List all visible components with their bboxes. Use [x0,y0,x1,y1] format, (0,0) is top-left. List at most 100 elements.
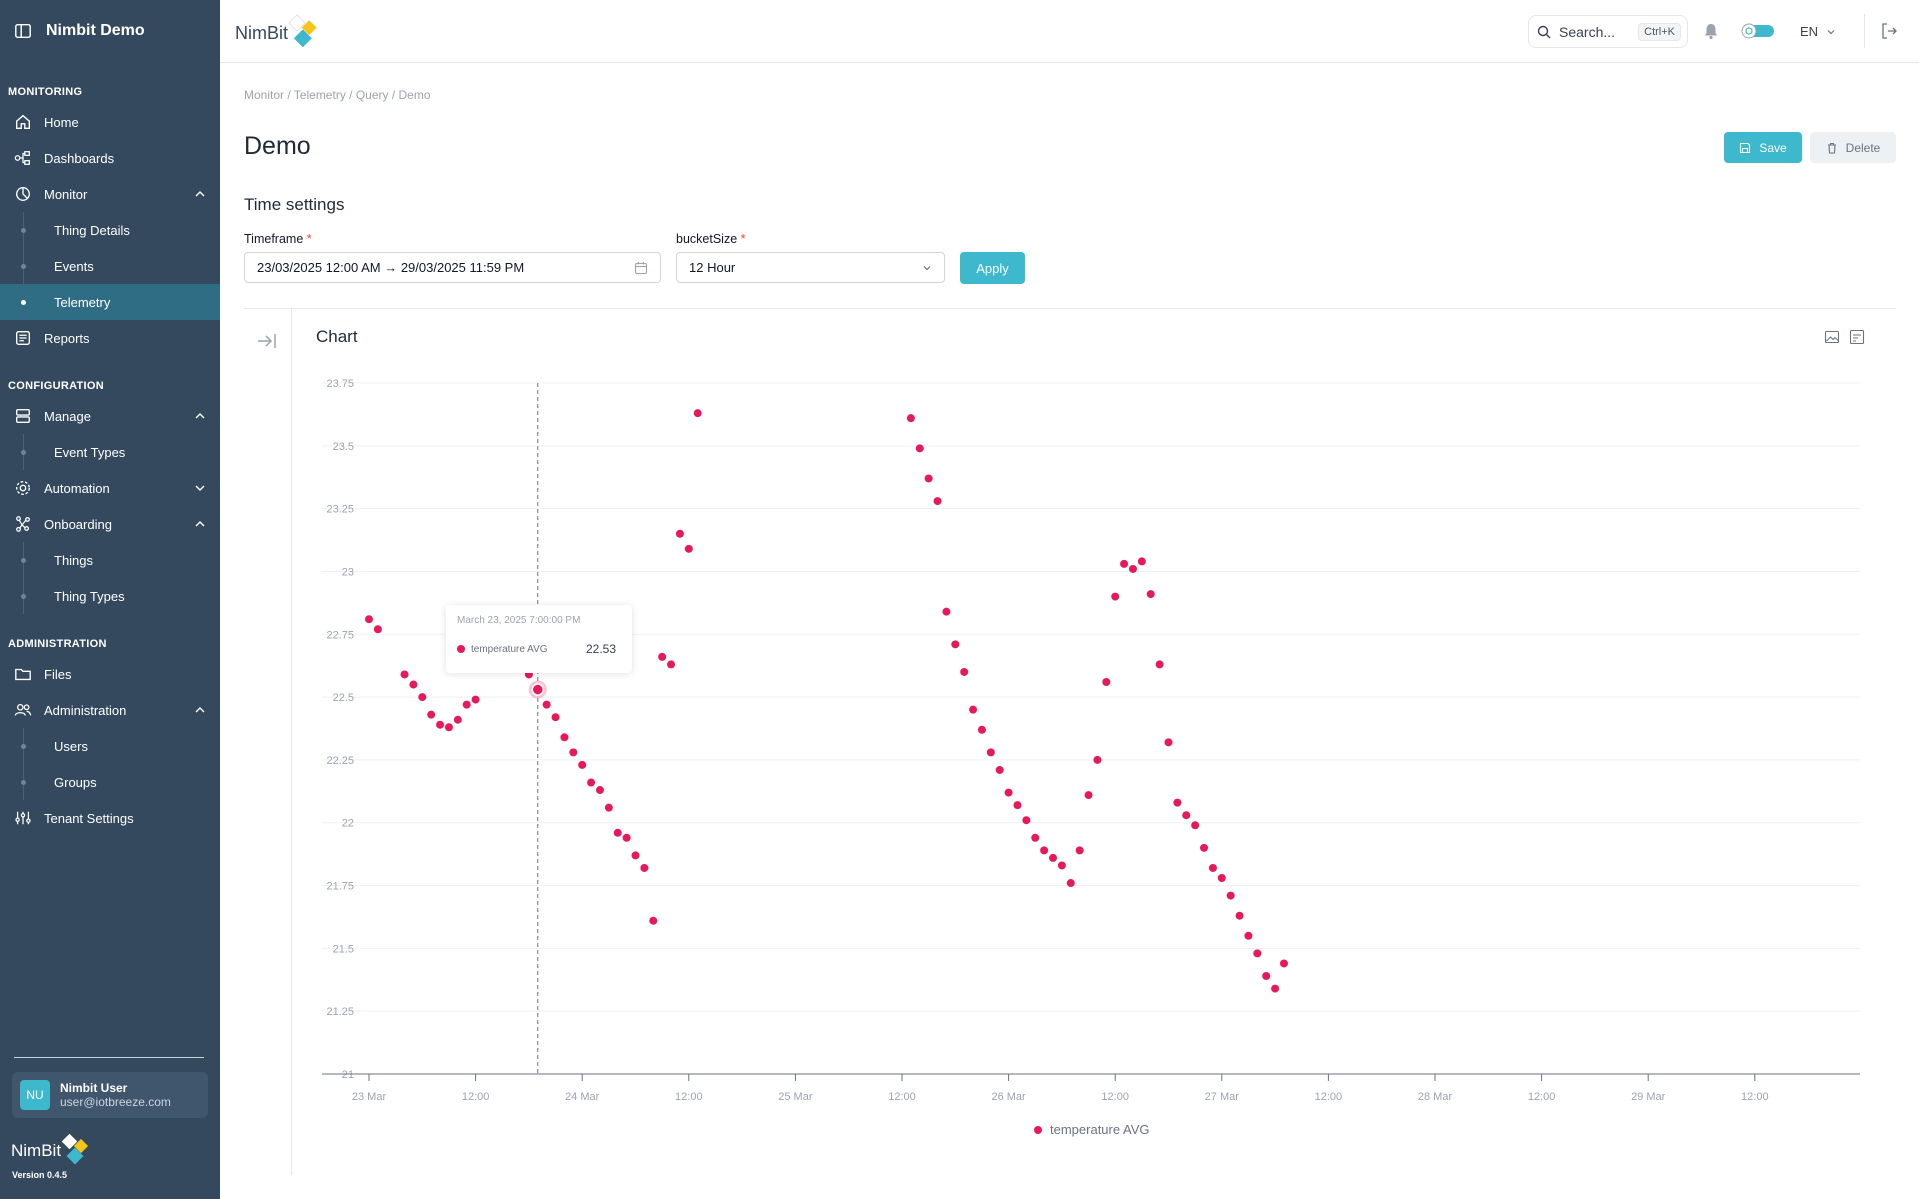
sidebar-item-label: Administration [44,702,127,718]
chevron-down-icon [923,265,931,270]
search-button[interactable]: Search... Ctrl+K [1528,15,1688,48]
apply-button[interactable]: Apply [960,252,1025,284]
y-tick-label: 21.5 [333,943,354,955]
search-icon [1537,25,1551,38]
data-point [542,700,551,709]
data-point [942,607,951,616]
bullet-icon [21,594,26,599]
data-point [1137,557,1146,566]
sidebar-item-manage[interactable]: Manage [0,398,220,434]
bell-icon[interactable] [1702,22,1720,40]
section-divider [244,308,1896,309]
data-point [471,695,480,704]
sliders-icon [15,811,31,825]
data-point [1279,959,1288,968]
data-point [1120,559,1129,568]
sidebar-item-thing-details[interactable]: Thing Details [0,212,220,248]
sidebar-item-label: Automation [44,480,110,496]
search-shortcut: Ctrl+K [1638,22,1681,41]
x-tick-label: 12:00 [888,1091,916,1103]
users-icon [14,703,32,716]
header-logo[interactable]: NimBit [235,14,324,52]
timeframe-label-text: Timeframe [244,232,304,246]
breadcrumb[interactable]: Monitor / Telemetry / Query / Demo [244,88,431,102]
app-version: Version 0.4.5 [12,1170,68,1180]
collapse-panel-icon[interactable] [256,330,278,352]
sidebar-item-users[interactable]: Users [0,728,220,764]
data-point [1022,816,1031,825]
sidebar-item-label: Thing Details [54,222,130,238]
sidebar-item-reports[interactable]: Reports [0,320,220,356]
user-name: Nimbit User [60,1081,128,1095]
sidebar-item-label: Monitor [44,186,88,202]
data-point [693,409,702,418]
data-view-icon[interactable] [1849,329,1865,345]
sidebar-item-administration[interactable]: Administration [0,692,220,728]
y-tick-label: 22.75 [326,629,354,641]
bucket-size-value: 12 Hour [689,260,736,275]
logo-diamonds-icon [288,14,317,48]
time-settings-title: Time settings [244,195,345,214]
data-point [1146,590,1155,599]
logout-icon[interactable] [1880,22,1898,40]
sidebar-item-events[interactable]: Events [0,248,220,284]
sidebar-item-files[interactable]: Files [0,656,220,692]
data-point [560,733,569,742]
data-point [915,444,924,453]
timeframe-input[interactable]: 23/03/2025 12:00 AM → 29/03/2025 11:59 P… [244,252,661,283]
data-point [977,725,986,734]
pie-chart-icon [16,187,30,201]
x-tick-label: 28 Mar [1418,1091,1453,1103]
delete-button[interactable]: Delete [1810,132,1896,163]
chevron-up-icon [195,707,205,713]
sidebar-item-things[interactable]: Things [0,542,220,578]
sidebar-item-telemetry[interactable]: Telemetry [0,284,220,320]
sidebar-item-home[interactable]: Home [0,104,220,140]
language-selector[interactable]: EN [1800,24,1836,39]
sidebar-item-label: Dashboards [44,150,115,166]
data-point [1102,678,1111,687]
bucket-size-select[interactable]: 12 Hour [676,252,945,283]
sidebar-item-tenant-settings[interactable]: Tenant Settings [0,800,220,836]
trash-icon [1827,142,1836,154]
data-point [400,670,409,679]
data-point [1155,660,1164,669]
x-tick-label: 23 Mar [352,1091,387,1103]
sidebar-item-label: Manage [44,408,91,424]
data-point [462,700,471,709]
tooltip-timestamp: March 23, 2025 7:00:00 PM [457,615,581,626]
y-tick-label: 22 [342,818,354,830]
data-point [1093,755,1102,764]
sidebar-item-label: Events [54,258,94,274]
sidebar-item-thing-types[interactable]: Thing Types [0,578,220,614]
x-tick-label: 12:00 [1741,1091,1769,1103]
data-point [365,615,373,624]
header-divider [1864,14,1865,48]
sidebar-item-monitor[interactable]: Monitor [0,176,220,212]
sidebar-toggle-icon[interactable] [14,22,32,40]
sidebar-item-onboarding[interactable]: Onboarding [0,506,220,542]
data-point [1013,801,1022,810]
data-point [409,680,418,689]
sidebar-item-event-types[interactable]: Event Types [0,434,220,470]
bullet-icon [21,264,26,269]
timeframe-label: Timeframe * [244,232,312,246]
chart-legend[interactable]: temperature AVG [1034,1122,1149,1137]
save-image-icon[interactable] [1824,329,1840,345]
legend-marker [1034,1125,1042,1134]
sidebar-item-dashboards[interactable]: Dashboards [0,140,220,176]
user-card[interactable]: NU Nimbit User user@iotbreeze.com [12,1072,208,1118]
sidebar-item-label: Home [44,114,79,130]
home-icon [16,114,30,129]
sidebar-item-automation[interactable]: Automation [0,470,220,506]
x-tick-label: 29 Mar [1631,1091,1666,1103]
data-point [933,497,942,506]
data-point [1128,564,1137,573]
save-button[interactable]: Save [1724,132,1802,163]
chart-tooltip: March 23, 2025 7:00:00 PM temperature AV… [446,605,632,673]
data-point [1226,891,1235,900]
sidebar-item-groups[interactable]: Groups [0,764,220,800]
theme-toggle[interactable] [1740,21,1776,41]
chevron-down-icon [195,485,205,491]
data-point [1182,811,1191,820]
